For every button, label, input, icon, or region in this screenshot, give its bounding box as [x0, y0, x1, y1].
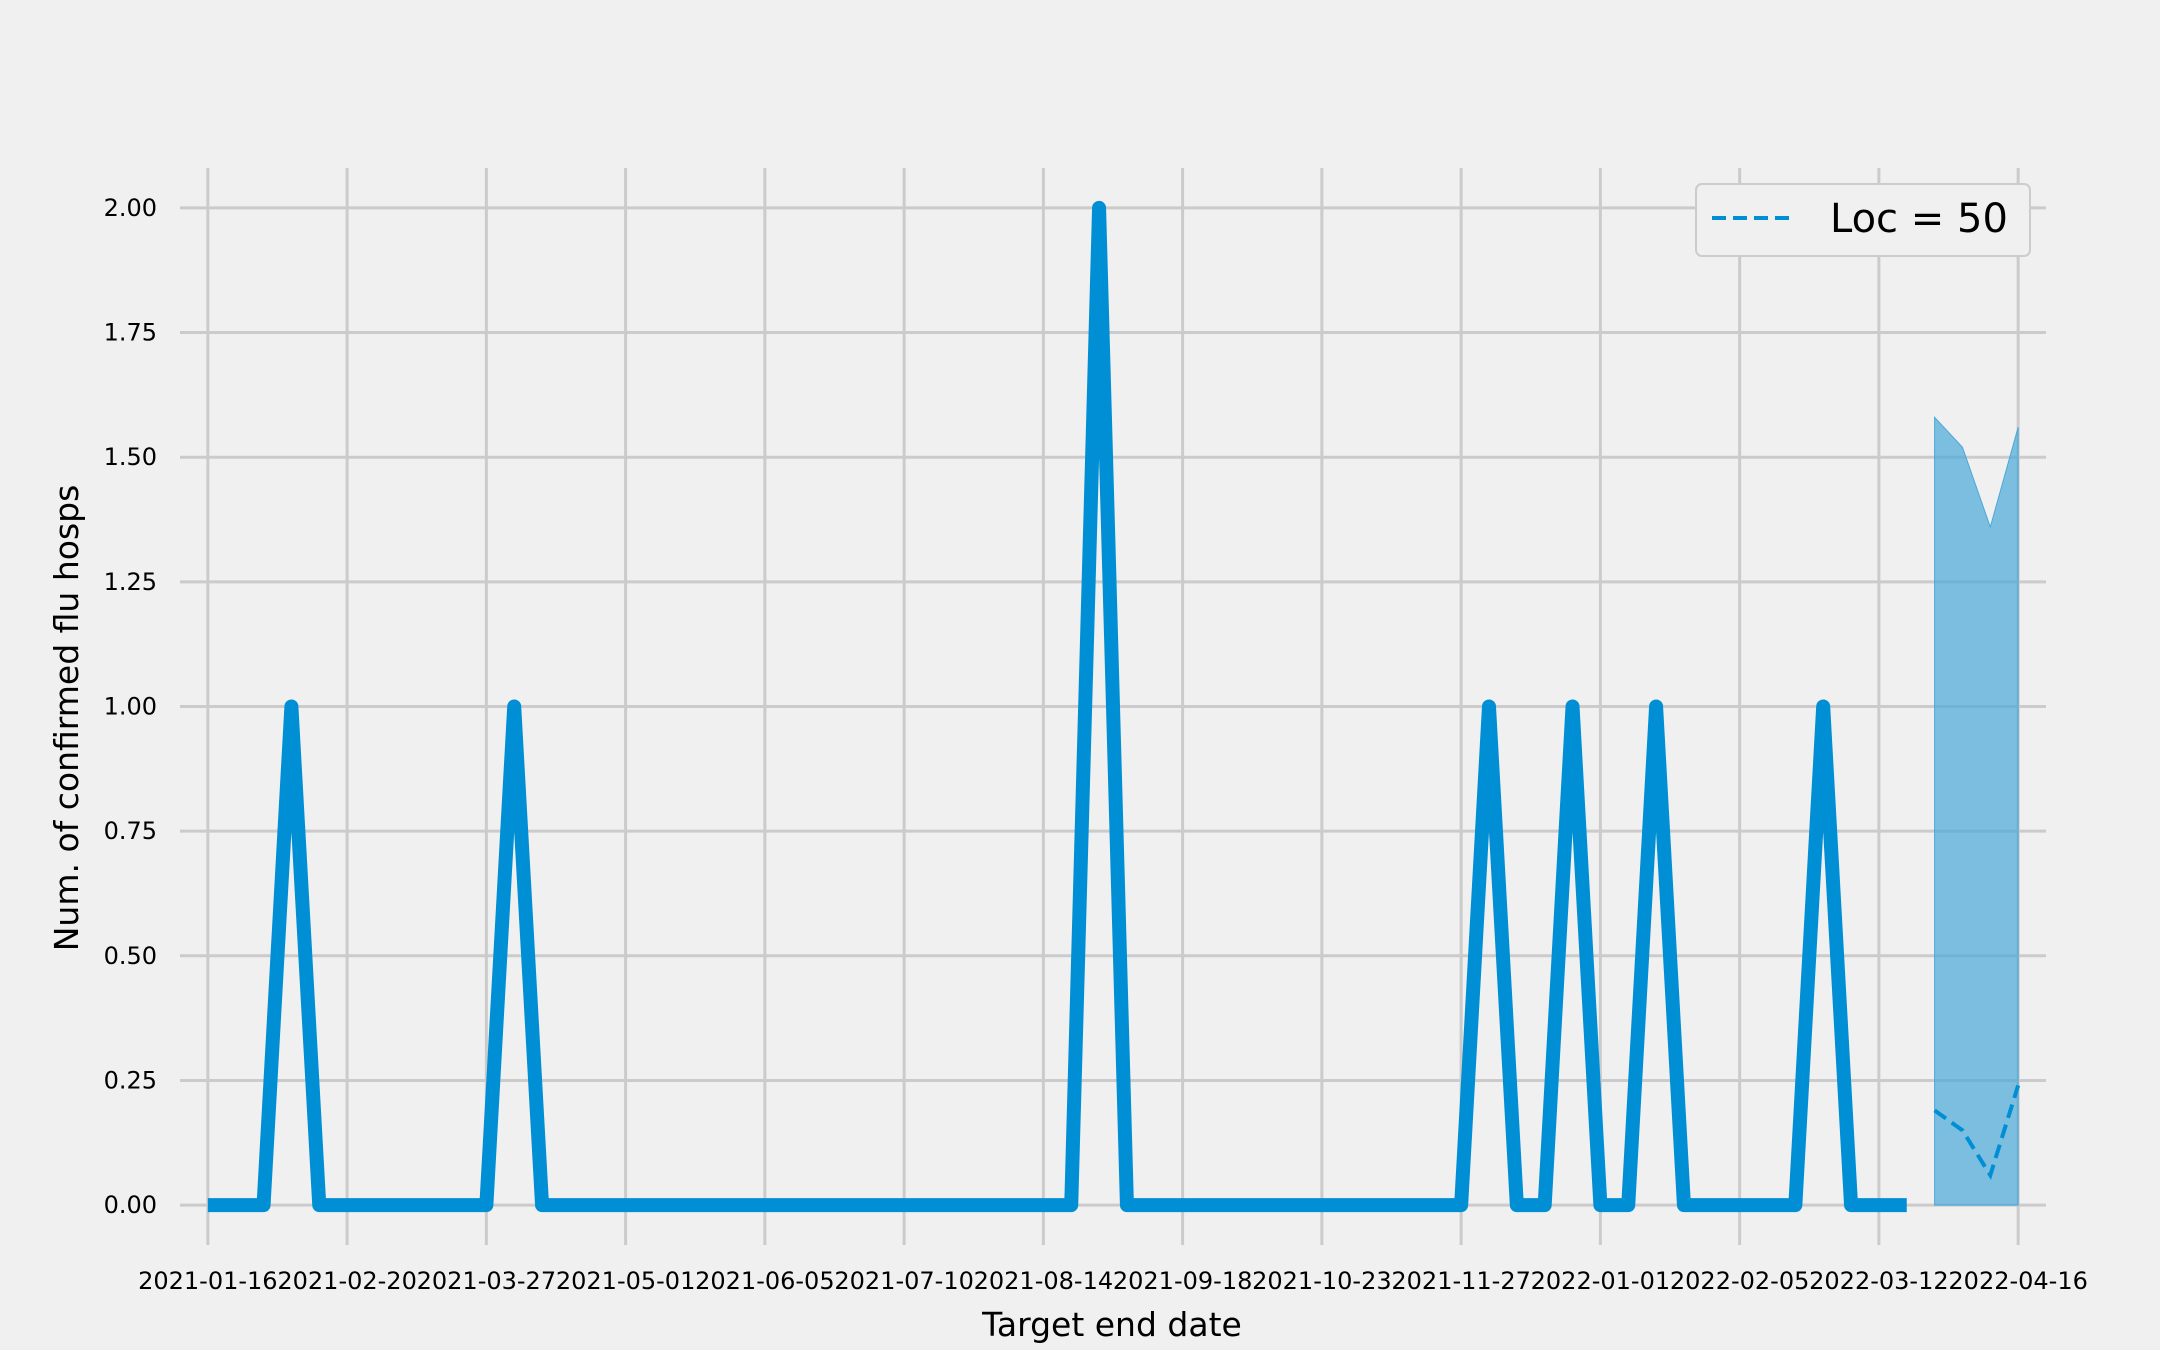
prediction-interval [1934, 416, 2019, 1206]
gridlines [180, 168, 2046, 1245]
x-tick-label: 2021-08-14 [974, 1267, 1113, 1295]
forecast-line [1933, 1084, 2021, 1180]
y-tick-label: 1.50 [104, 443, 157, 471]
y-tick-label: 1.75 [104, 319, 157, 347]
series-lines [207, 200, 2021, 1213]
y-tick-label: 0.50 [104, 942, 157, 970]
x-tick-label: 2021-10-23 [1252, 1267, 1391, 1295]
y-axis-title: Num. of confirmed flu hosps [47, 485, 86, 952]
x-tick-label: 2021-06-05 [695, 1267, 834, 1295]
x-tick-labels: 2021-01-16 2021-02-20 2021-03-27 2021-05-01… [138, 1267, 2088, 1295]
x-tick-label: 2021-02-20 [277, 1267, 416, 1295]
x-tick-label: 2021-01-16 [138, 1267, 277, 1295]
x-axis-title: Target end date [981, 1305, 1242, 1344]
x-tick-label: 2021-07-10 [834, 1267, 973, 1295]
x-tick-label: 2021-09-18 [1113, 1267, 1252, 1295]
x-tick-label: 2022-04-16 [1948, 1267, 2087, 1295]
x-tick-label: 2021-11-27 [1391, 1267, 1530, 1295]
observed-line [207, 200, 1907, 1213]
x-tick-label: 2022-02-05 [1670, 1267, 1809, 1295]
y-tick-label: 1.25 [104, 568, 157, 596]
y-tick-label: 2.00 [104, 194, 157, 222]
y-tick-label: 0.00 [104, 1191, 157, 1219]
legend: Loc = 50 [1695, 183, 2031, 257]
y-tick-labels: 0.00 0.25 0.50 0.75 1.00 1.25 1.50 1.75 2.00 [104, 194, 157, 1219]
x-tick-label: 2021-03-27 [417, 1267, 556, 1295]
x-tick-label: 2021-05-01 [556, 1267, 695, 1295]
interval-band [1934, 416, 2019, 1206]
x-tick-label: 2022-01-01 [1531, 1267, 1670, 1295]
legend-label: Loc = 50 [1830, 196, 2008, 242]
x-tick-label: 2022-03-12 [1809, 1267, 1948, 1295]
y-tick-label: 0.75 [104, 817, 157, 845]
legend-box [1695, 183, 2031, 257]
y-tick-label: 1.00 [104, 693, 157, 721]
y-tick-label: 0.25 [104, 1066, 157, 1094]
